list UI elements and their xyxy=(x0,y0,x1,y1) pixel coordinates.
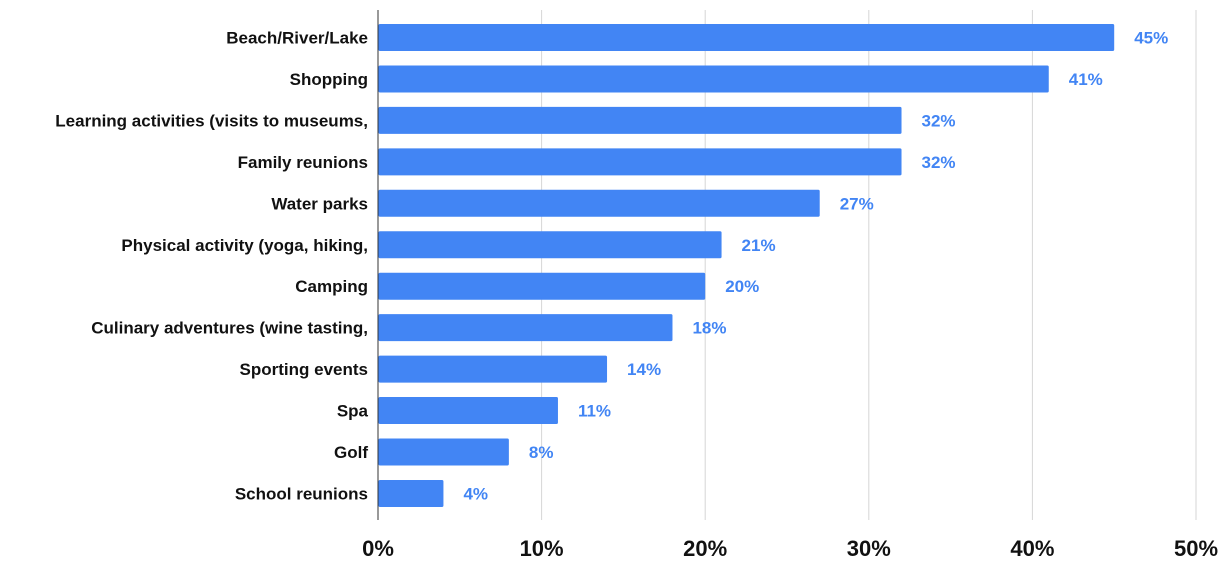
value-label: 14% xyxy=(627,360,661,379)
category-label: Beach/River/Lake xyxy=(226,29,368,48)
x-tick-label: 10% xyxy=(520,536,564,561)
x-tick-label: 20% xyxy=(683,536,727,561)
bar xyxy=(378,397,558,425)
value-label: 45% xyxy=(1134,29,1168,48)
bar xyxy=(378,65,1049,93)
category-label: Golf xyxy=(334,443,368,462)
value-label: 11% xyxy=(578,402,611,421)
category-label: Shopping xyxy=(290,70,368,89)
value-label: 27% xyxy=(840,194,874,213)
value-label: 32% xyxy=(922,153,956,172)
category-labels: Beach/River/Lake Shopping Learning activit… xyxy=(55,29,368,504)
category-label: Physical activity (yoga, hiking, xyxy=(121,236,368,255)
value-label: 32% xyxy=(922,111,956,130)
value-label: 41% xyxy=(1069,70,1103,89)
value-label: 20% xyxy=(725,277,759,296)
value-label: 8% xyxy=(529,443,554,462)
bar xyxy=(378,106,902,134)
category-label: Sporting events xyxy=(240,360,368,379)
category-label: Camping xyxy=(295,277,368,296)
category-label: Water parks xyxy=(271,194,368,213)
category-label: Learning activities (visits to museums, xyxy=(55,111,368,130)
x-tick-label: 0% xyxy=(362,536,394,561)
category-label: Culinary adventures (wine tasting, xyxy=(91,319,368,338)
category-label: Spa xyxy=(337,402,369,421)
bars xyxy=(378,24,1115,507)
bar xyxy=(378,148,902,176)
value-labels: 45% 41% 32% 32% 27% 21% 20% 18% 14% 11% 8% 4% xyxy=(463,29,1168,504)
bar xyxy=(378,355,608,383)
x-tick-label: 40% xyxy=(1010,536,1054,561)
bar xyxy=(378,314,673,342)
category-label: Family reunions xyxy=(238,153,368,172)
bar xyxy=(378,189,820,217)
bar xyxy=(378,231,722,259)
category-label: School reunions xyxy=(235,484,368,503)
value-label: 21% xyxy=(742,236,776,255)
x-tick-label: 30% xyxy=(847,536,891,561)
bar xyxy=(378,479,444,507)
bar xyxy=(378,24,1115,51)
bar xyxy=(378,272,706,300)
bar xyxy=(378,438,509,466)
value-label: 18% xyxy=(692,319,726,338)
value-label: 4% xyxy=(463,484,488,503)
x-axis-tick-labels: 0% 10% 20% 30% 40% 50% xyxy=(362,536,1218,561)
gridlines xyxy=(541,10,1197,520)
x-tick-label: 50% xyxy=(1174,536,1218,561)
